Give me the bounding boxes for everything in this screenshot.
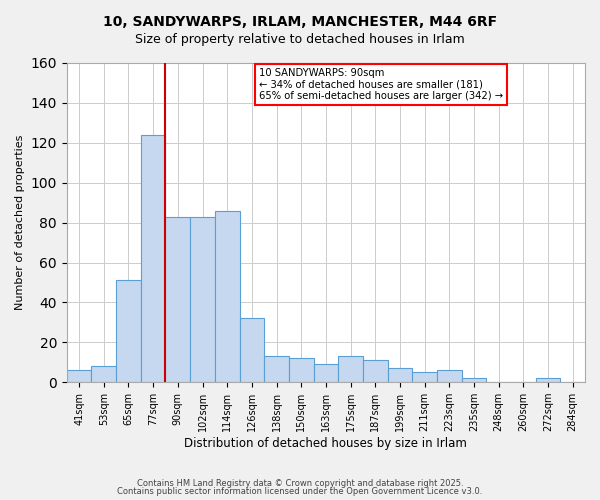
Text: 10 SANDYWARPS: 90sqm
← 34% of detached houses are smaller (181)
65% of semi-deta: 10 SANDYWARPS: 90sqm ← 34% of detached h…: [259, 68, 503, 101]
Bar: [141, 135, 166, 382]
Bar: [314, 364, 338, 382]
Text: 10, SANDYWARPS, IRLAM, MANCHESTER, M44 6RF: 10, SANDYWARPS, IRLAM, MANCHESTER, M44 6…: [103, 15, 497, 29]
Bar: [363, 360, 388, 382]
Bar: [166, 216, 190, 382]
Bar: [116, 280, 141, 382]
Bar: [215, 210, 239, 382]
Bar: [437, 370, 461, 382]
Bar: [239, 318, 264, 382]
Bar: [338, 356, 363, 382]
Bar: [461, 378, 486, 382]
Bar: [264, 356, 289, 382]
Bar: [412, 372, 437, 382]
Bar: [190, 216, 215, 382]
Text: Size of property relative to detached houses in Irlam: Size of property relative to detached ho…: [135, 32, 465, 46]
Bar: [67, 370, 91, 382]
Bar: [388, 368, 412, 382]
Bar: [91, 366, 116, 382]
Bar: [536, 378, 560, 382]
Text: Contains public sector information licensed under the Open Government Licence v3: Contains public sector information licen…: [118, 487, 482, 496]
X-axis label: Distribution of detached houses by size in Irlam: Distribution of detached houses by size …: [184, 437, 467, 450]
Text: Contains HM Land Registry data © Crown copyright and database right 2025.: Contains HM Land Registry data © Crown c…: [137, 478, 463, 488]
Y-axis label: Number of detached properties: Number of detached properties: [15, 135, 25, 310]
Bar: [289, 358, 314, 382]
